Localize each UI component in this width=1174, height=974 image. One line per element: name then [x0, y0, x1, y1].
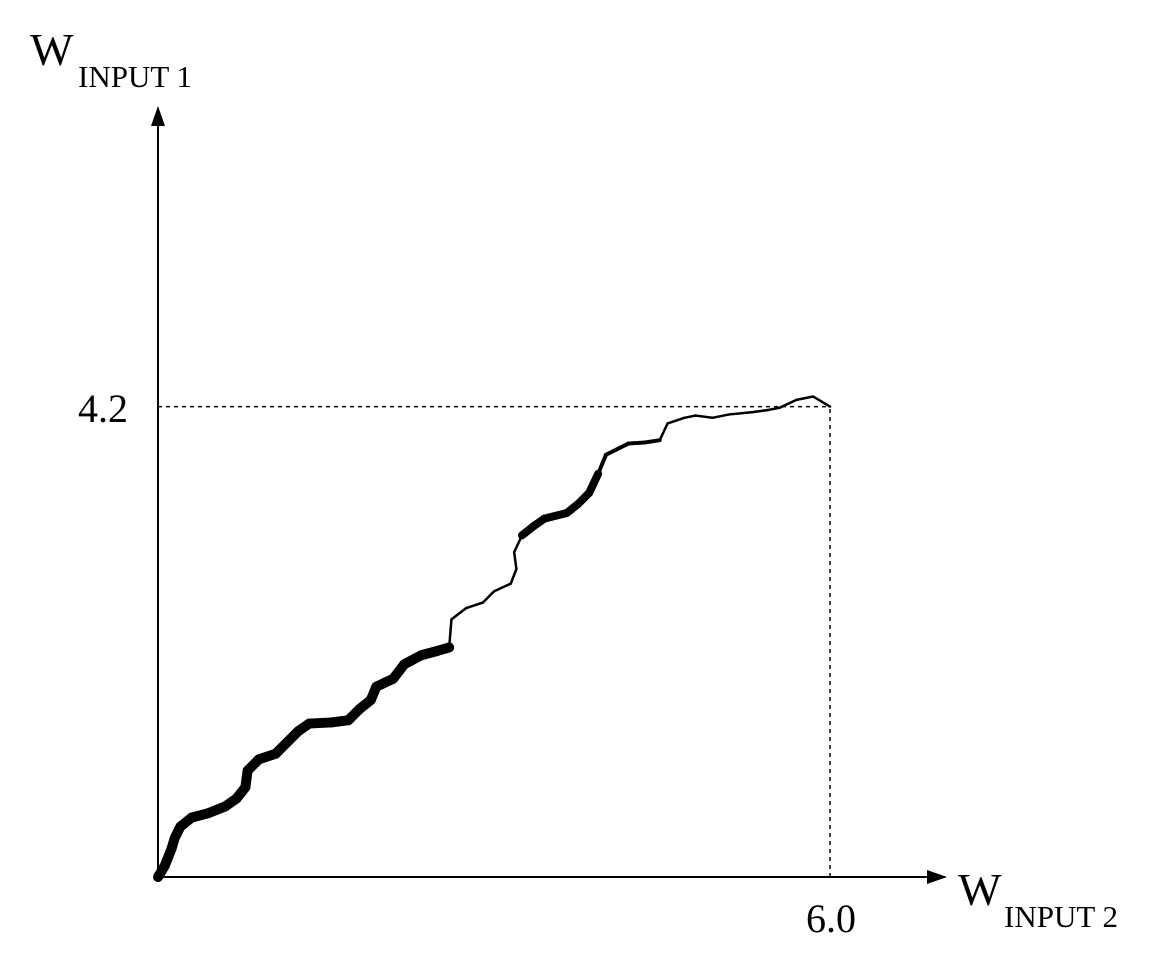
series-segment — [643, 438, 662, 445]
series-segment — [464, 601, 485, 610]
series-line — [153, 395, 832, 882]
y-tick-label: 4.2 — [78, 386, 128, 431]
series-segment — [492, 582, 513, 593]
series-segment — [711, 413, 731, 420]
series-segment — [778, 398, 798, 409]
series-segment — [626, 440, 648, 446]
x-axis-label-subscript: INPUT 2 — [1004, 899, 1118, 934]
series-segment — [450, 606, 468, 621]
series-segment — [447, 618, 453, 649]
series-segment — [433, 642, 455, 656]
series-segment — [658, 422, 669, 442]
y-axis-label-subscript: INPUT 1 — [78, 59, 192, 94]
series-segment — [683, 414, 697, 420]
series-segment — [666, 416, 686, 425]
series-segment — [604, 441, 631, 457]
series-segment — [694, 414, 714, 420]
series-segment — [750, 408, 770, 414]
series-segment — [767, 406, 781, 412]
series-segment — [795, 395, 815, 402]
x-tick-label: 6.0 — [806, 896, 856, 941]
series-segment — [509, 567, 518, 585]
series-segment — [811, 395, 832, 408]
y-axis-label: W — [30, 24, 74, 75]
series-segment — [512, 550, 518, 571]
series-segment — [585, 469, 603, 497]
series-segment — [727, 410, 753, 416]
series-segment — [481, 590, 496, 604]
series-segment — [596, 452, 608, 476]
x-axis-label: W — [958, 864, 1002, 915]
